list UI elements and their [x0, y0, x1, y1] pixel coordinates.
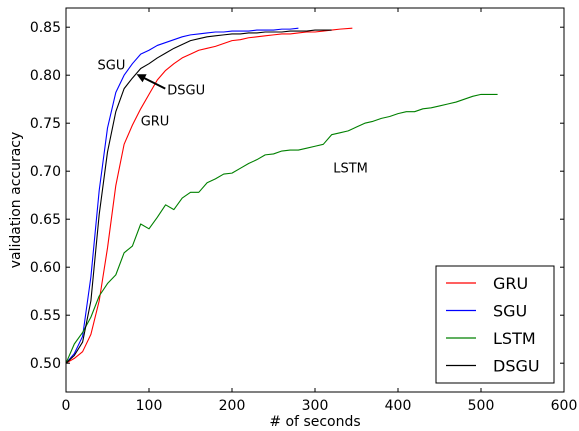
series-line-dsgu	[66, 29, 332, 364]
y-tick-label: 0.70	[30, 164, 61, 180]
annotation-dsgu: DSGU	[167, 84, 205, 99]
x-tick-label: 400	[385, 398, 412, 414]
y-tick-label: 0.80	[30, 68, 61, 84]
y-tick-label: 0.75	[30, 116, 61, 132]
legend-label-dsgu: DSGU	[493, 357, 540, 376]
y-tick-label: 0.60	[30, 260, 61, 276]
x-axis-title: # of seconds	[269, 414, 360, 430]
legend-label-lstm: LSTM	[493, 329, 536, 348]
annotation-sgu: SGU	[98, 59, 126, 74]
series-line-gru	[66, 27, 353, 364]
legend-label-gru: GRU	[493, 274, 528, 293]
annotation-arrow	[140, 75, 166, 90]
x-tick-label: 0	[62, 398, 71, 414]
y-tick-label: 0.85	[30, 20, 61, 36]
y-tick-label: 0.50	[30, 356, 61, 372]
legend-box	[435, 265, 555, 384]
series-line-lstm	[66, 93, 498, 364]
plot-frame	[65, 7, 565, 393]
y-tick-label: 0.55	[30, 308, 61, 324]
y-axis-title: validation accuracy	[8, 132, 24, 269]
x-tick-label: 600	[551, 398, 578, 414]
annotation-gru: GRU	[141, 114, 170, 129]
legend-label-sgu: SGU	[493, 302, 527, 321]
annotation-lstm: LSTM	[333, 161, 368, 176]
y-tick-label: 0.65	[30, 212, 61, 228]
annotation-arrow-head	[136, 74, 147, 83]
x-tick-label: 300	[302, 398, 329, 414]
series-line-sgu	[66, 27, 299, 364]
x-tick-label: 500	[468, 398, 495, 414]
x-tick-label: 200	[219, 398, 246, 414]
x-tick-label: 100	[136, 398, 163, 414]
